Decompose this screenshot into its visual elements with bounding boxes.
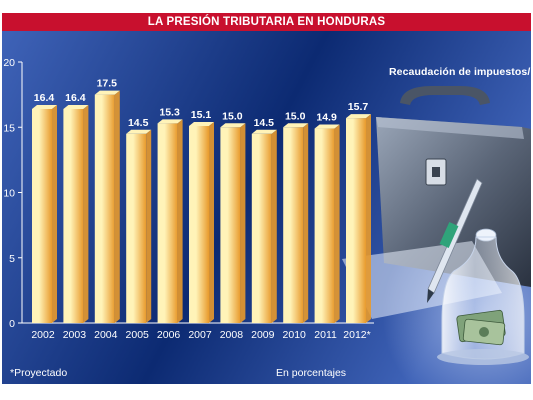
x-axis: 2002 2003 2004 2005 2006 2007 2008 2009 2010 2011…: [31, 329, 370, 341]
bar: [157, 119, 183, 324]
bar-side: [146, 129, 152, 323]
bar-face: [63, 108, 84, 323]
bar-face: [220, 127, 241, 323]
x-tick-label: 2009: [251, 329, 275, 341]
value-label: 16.4: [34, 92, 55, 104]
bar: [346, 114, 371, 324]
banknotes-icon: [456, 309, 506, 346]
value-label: 15.1: [191, 109, 212, 121]
bar-face: [94, 94, 115, 323]
bar: [220, 123, 246, 323]
bar: [314, 124, 340, 324]
bar-top: [346, 114, 371, 119]
value-label: 15.0: [222, 110, 243, 122]
bar-top: [157, 119, 183, 124]
bar-side: [271, 129, 277, 323]
x-tick-label: 2004: [94, 329, 118, 341]
bar-side: [209, 121, 214, 323]
chart-subtitle: Recaudación de impuestos/PIB: [389, 66, 531, 78]
bar-top: [32, 104, 57, 109]
bar-top: [220, 123, 246, 128]
y-tick-label: 5: [9, 253, 15, 265]
bar-side: [177, 119, 183, 324]
bar-face: [283, 127, 304, 323]
value-label: 15.3: [159, 106, 180, 118]
chart-panel: 0 5 10 15 20 16.4 16.4 17.5 14.5 15.3 15.1 15.0 14.…: [2, 31, 531, 384]
y-tick-label: 10: [3, 188, 15, 200]
value-label: 14.5: [254, 117, 275, 129]
bar-face: [314, 128, 335, 323]
bar-side: [366, 114, 371, 324]
bar-top: [283, 123, 309, 128]
bar-face: [32, 108, 52, 323]
bar: [126, 129, 152, 323]
bar-face: [157, 123, 178, 324]
bar-side: [114, 90, 120, 323]
x-tick-label: 2012*: [343, 329, 370, 341]
bar-face: [251, 133, 272, 323]
bar: [189, 121, 214, 323]
value-label: 15.0: [285, 110, 306, 122]
bar: [63, 104, 89, 323]
x-tick-label: 2002: [31, 329, 55, 341]
bar-top: [94, 90, 120, 95]
unit-note: En porcentajes: [276, 367, 347, 379]
bar-face: [346, 118, 366, 324]
y-tick-label: 0: [9, 318, 15, 330]
bar-top: [126, 129, 152, 134]
bar-side: [240, 123, 246, 323]
bar-side: [52, 104, 57, 323]
x-tick-label: 2010: [283, 329, 307, 341]
x-tick-label: 2008: [220, 329, 244, 341]
x-tick-label: 2005: [126, 329, 150, 341]
x-tick-label: 2003: [63, 329, 87, 341]
bars: [32, 90, 371, 324]
bar-side: [83, 104, 89, 323]
bar-top: [314, 124, 340, 129]
value-label: 14.5: [128, 117, 149, 129]
value-labels: 16.4 16.4 17.5 14.5 15.3 15.1 15.0 14.5 15.0 14.9…: [34, 78, 369, 129]
x-tick-label: 2006: [157, 329, 181, 341]
value-label: 14.9: [316, 112, 337, 124]
bar: [32, 104, 57, 323]
footnote: *Proyectado: [10, 367, 68, 379]
value-label: 15.7: [348, 101, 369, 113]
y-tick-label: 15: [3, 122, 15, 134]
bar-face: [189, 125, 209, 323]
bar: [251, 129, 277, 323]
value-label: 17.5: [97, 78, 118, 90]
pen-icon: [427, 178, 483, 303]
bar: [283, 123, 309, 323]
bar-face: [126, 133, 147, 323]
bar-top: [251, 129, 277, 134]
bar-top: [63, 104, 89, 109]
chart-svg: 0 5 10 15 20 16.4 16.4 17.5 14.5 15.3 15.1 15.0 14.…: [2, 31, 531, 384]
chart-title: LA PRESIÓN TRIBUTARIA EN HONDURAS: [2, 13, 531, 31]
bar-side: [303, 123, 309, 323]
y-tick-label: 20: [3, 57, 15, 69]
x-tick-label: 2007: [188, 329, 212, 341]
x-tick-label: 2011: [314, 329, 337, 341]
value-label: 16.4: [65, 92, 86, 104]
bar-side: [334, 124, 340, 324]
y-axis: 0 5 10 15 20: [3, 57, 22, 330]
bar-top: [189, 121, 214, 126]
bar: [94, 90, 120, 323]
